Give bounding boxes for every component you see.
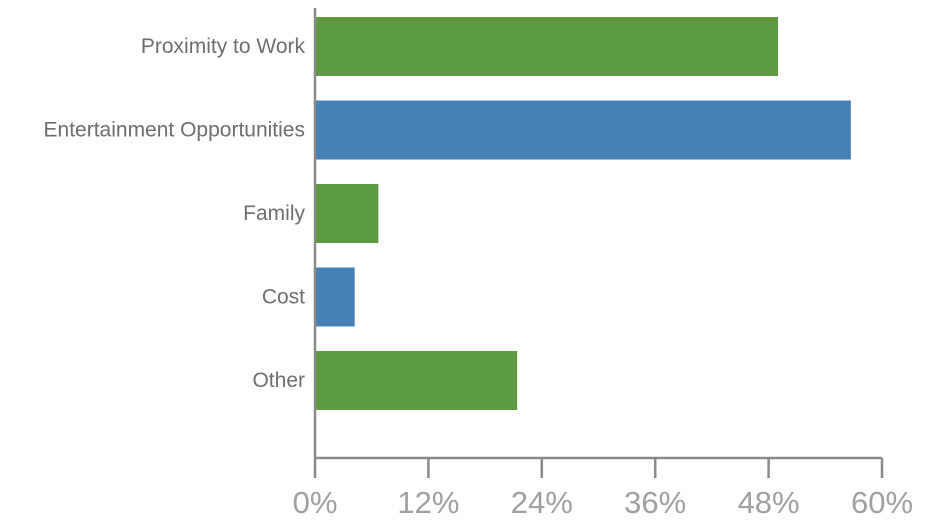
bar-other (315, 351, 518, 410)
x-axis-tick-labels: 0% 12% 24% 36% 48% 60% (293, 485, 913, 520)
category-label-proximity-to-work: Proximity to Work (141, 35, 306, 58)
x-tick-label: 0% (293, 485, 338, 520)
category-labels: Proximity to Work Entertainment Opportuni… (44, 35, 306, 392)
bar-proximity-to-work (315, 17, 779, 76)
category-label-entertainment-opportunities: Entertainment Opportunities (44, 119, 305, 142)
x-tick-label: 24% (511, 485, 573, 520)
x-axis-ticks (313, 458, 884, 478)
category-label-cost: Cost (262, 286, 305, 309)
x-tick-label: 60% (851, 485, 913, 520)
bar-family (315, 184, 379, 243)
bar-cost (315, 267, 355, 327)
x-tick-label: 12% (397, 485, 459, 520)
x-tick-label: 36% (624, 485, 686, 520)
x-tick-label: 48% (738, 485, 800, 520)
category-label-family: Family (243, 202, 305, 225)
bars-group (315, 17, 851, 410)
bar-entertainment-opportunities (315, 100, 851, 160)
category-label-other: Other (252, 369, 305, 392)
